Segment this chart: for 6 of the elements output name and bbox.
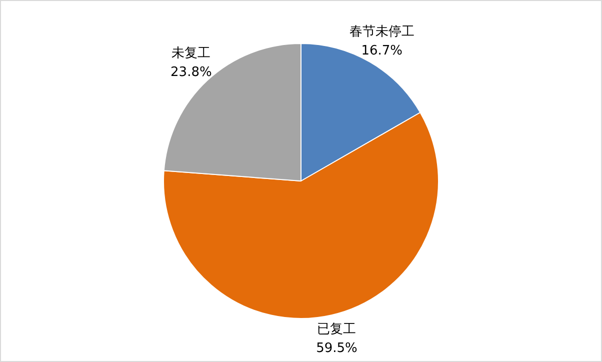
slice-label: 未复工 [172,46,211,61]
data-label: 59.5% [316,340,358,356]
slice-label: 已复工 [317,322,356,337]
slice-label: 春节未停工 [349,24,414,40]
data-label: 16.7% [361,44,403,59]
data-label: 23.8% [170,64,212,80]
